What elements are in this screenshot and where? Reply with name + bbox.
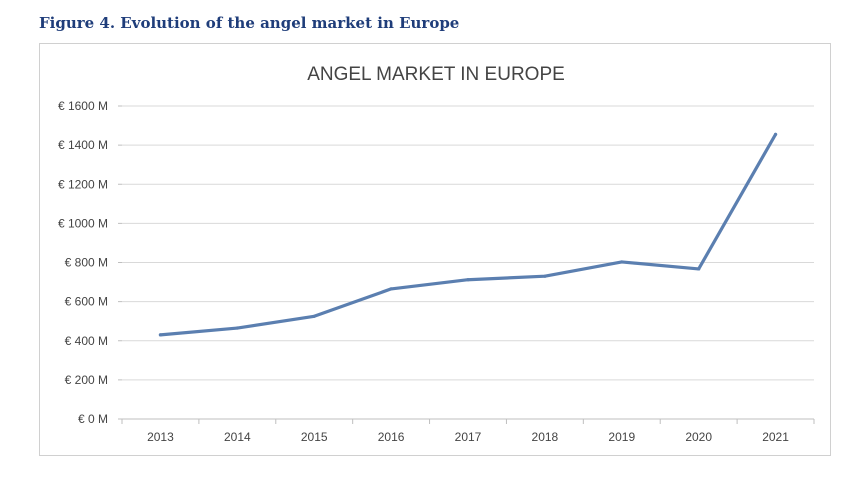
y-axis-ticks: € 0 M € 200 M € 400 M € 600 M € 800 M € 1000 … [58,99,122,426]
data-point-2015 [312,314,316,318]
data-point-2021 [773,132,778,136]
series-layer [158,132,778,337]
y-tick-label: € 800 M [65,256,108,270]
data-point-2019 [620,260,624,264]
series-line-0 [158,132,778,337]
angel-market-line-chart: ANGEL MARKET IN EUROPE € 0 M € 200 M € 400… [58,64,815,444]
x-tick-label: 2017 [455,430,482,444]
x-axis-ticks: 2013 2014 2015 2016 2017 2018 2019 2020 2021 [121,419,815,444]
y-tick-label: € 600 M [65,295,108,309]
y-tick-label: € 0 M [78,412,108,426]
data-point-2018 [543,274,547,278]
data-point-2013 [158,333,163,337]
x-tick-label: 2019 [608,430,635,444]
y-tick-label: € 400 M [65,334,108,348]
x-tick-label: 2021 [762,430,789,444]
grid-layer [122,105,814,420]
x-tick-label: 2020 [685,430,712,444]
data-point-2017 [466,278,470,282]
x-tick-label: 2015 [301,430,328,444]
x-tick-label: 2018 [532,430,559,444]
y-tick-label: € 200 M [65,373,108,387]
x-tick-label: 2013 [147,430,174,444]
chart-title: ANGEL MARKET IN EUROPE [307,64,565,85]
chart-frame: ANGEL MARKET IN EUROPE € 0 M € 200 M € 400… [39,43,831,456]
figure-title: Figure 4. Evolution of the angel market … [39,14,460,32]
y-tick-label: € 1600 M [58,99,108,113]
x-tick-label: 2016 [378,430,405,444]
y-tick-label: € 1000 M [58,216,108,230]
y-tick-label: € 1200 M [58,177,108,191]
data-point-2020 [697,267,701,271]
x-tick-label: 2014 [224,430,251,444]
data-point-2014 [235,326,239,330]
data-point-2016 [389,287,393,291]
y-tick-label: € 1400 M [58,138,108,152]
